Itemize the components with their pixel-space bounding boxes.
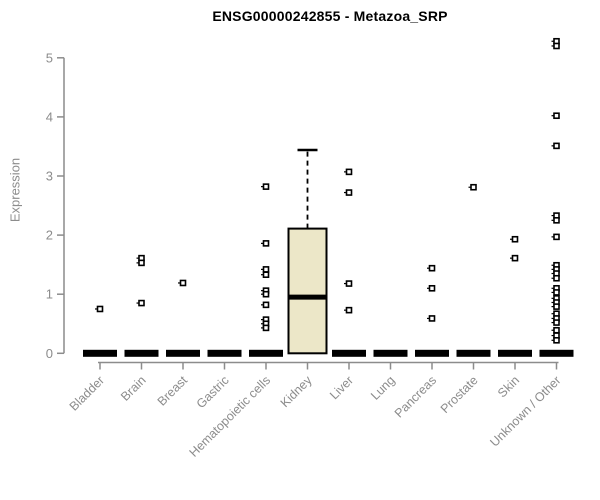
outlier-point	[428, 284, 436, 292]
x-tick-label-breast: Breast	[155, 373, 191, 409]
chart-title: ENSG00000242855 - Metazoa_SRP	[212, 8, 448, 24]
x-tick-label-prostate: Prostate	[438, 373, 481, 416]
box-iqr	[287, 227, 328, 355]
outlier-point	[553, 274, 560, 282]
zero-box-bar	[456, 349, 491, 357]
outlier-point	[428, 264, 436, 272]
outlier-point	[96, 305, 104, 313]
x-tick-label-pancreas: Pancreas	[392, 373, 439, 420]
outlier-point	[262, 240, 270, 247]
y-tick-label: 1	[46, 287, 53, 302]
x-tick-label-hematopoietic-cells: Hematopoietic cells	[187, 373, 274, 460]
outlier-point	[511, 254, 519, 262]
x-tick-label-liver: Liver	[327, 373, 356, 402]
outlier-point	[428, 315, 436, 322]
outlier-point	[553, 42, 560, 50]
zero-box-bar	[83, 349, 117, 357]
outlier-point	[138, 259, 145, 267]
outlier-point	[553, 233, 560, 241]
zero-box-bar	[124, 349, 159, 357]
y-tick-label: 2	[46, 228, 53, 243]
y-tick-label: 5	[46, 50, 53, 65]
outlier-point	[553, 303, 560, 310]
y-tick-label: 4	[46, 109, 53, 124]
x-tick-label-brain: Brain	[118, 373, 149, 404]
x-tick-label-gastric: Gastric	[194, 373, 232, 411]
zero-box-bar	[166, 349, 200, 357]
x-tick-label-unknown-other: Unknown / Other	[487, 373, 563, 449]
outlier-point	[345, 306, 353, 314]
outlier-point	[553, 142, 560, 150]
outlier-point	[262, 324, 270, 332]
zero-box-bar	[332, 349, 366, 357]
outlier-point	[179, 279, 187, 287]
outlier-point	[553, 289, 560, 296]
outlier-point	[262, 271, 270, 278]
outlier-point	[553, 336, 560, 344]
y-tick-label: 3	[46, 169, 53, 184]
outlier-point	[553, 217, 560, 224]
x-tick-label-skin: Skin	[495, 373, 522, 400]
outlier-point	[345, 168, 353, 176]
zero-box-bar	[373, 349, 408, 357]
outlier-point	[262, 290, 270, 298]
outlier-point	[138, 299, 145, 307]
outlier-point	[262, 183, 270, 190]
y-tick-label: 0	[46, 346, 53, 361]
x-tick-label-lung: Lung	[368, 373, 398, 403]
outlier-point	[345, 280, 353, 287]
outlier-point	[511, 235, 519, 243]
outlier-point	[553, 326, 560, 334]
zero-box-bar	[249, 349, 283, 357]
zero-box-bar	[415, 349, 449, 357]
outlier-point	[345, 189, 353, 196]
outlier-point	[262, 266, 270, 273]
outlier-point	[470, 183, 477, 191]
zero-box-bar	[498, 349, 532, 357]
zero-box-bar	[207, 349, 242, 357]
x-tick-label-bladder: Bladder	[67, 373, 107, 413]
x-tick-label-kidney: Kidney	[278, 373, 315, 410]
outlier-point	[553, 319, 560, 326]
zero-box-bar	[539, 349, 574, 357]
outlier-point	[553, 112, 560, 120]
outlier-point	[262, 301, 270, 309]
